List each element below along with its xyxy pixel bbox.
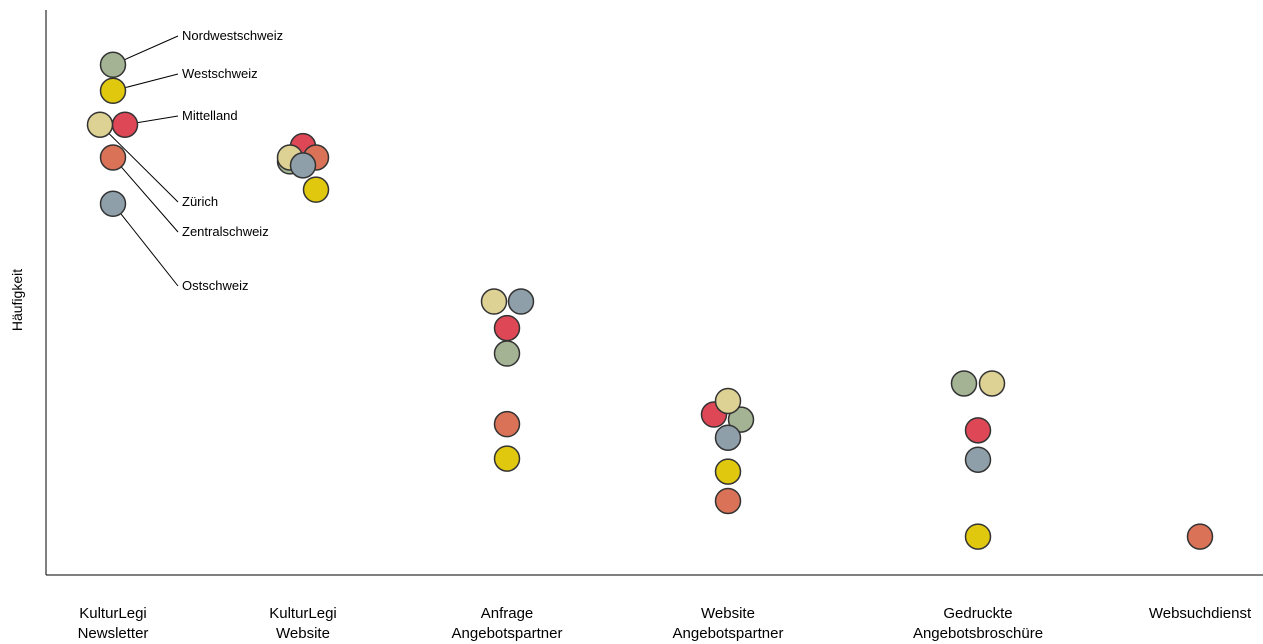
point-zentralschweiz-0 <box>99 144 127 171</box>
data-points <box>86 51 1214 550</box>
point-westschweiz-0 <box>99 77 127 105</box>
point-nordwestschweiz-3 <box>727 406 755 433</box>
point-ostschweiz-1 <box>289 152 317 179</box>
category-label-kulturlegi-newsletter: KulturLegi Newsletter <box>78 605 149 642</box>
point-ostschweiz-0 <box>99 190 127 218</box>
annotation-westschweiz: Westschweiz <box>182 66 258 81</box>
point-zuerich-4 <box>978 370 1006 397</box>
y-axis-label: Häufigkeit <box>9 269 25 331</box>
point-westschweiz-1 <box>302 176 330 203</box>
point-nordwestschweiz-4 <box>950 370 978 397</box>
point-zuerich-0 <box>86 111 114 138</box>
annotation-ostschweiz: Ostschweiz <box>182 278 248 293</box>
annotation-mittelland: Mittelland <box>182 108 238 123</box>
point-zentralschweiz-3 <box>714 487 742 515</box>
point-mittelland-4 <box>964 417 992 444</box>
point-zentralschweiz-5 <box>1186 523 1214 550</box>
point-nordwestschweiz-2 <box>493 340 521 367</box>
leader-zuerich <box>99 124 179 203</box>
point-zentralschweiz-2 <box>493 410 521 438</box>
category-label-anfrage-angebotspartner: Anfrage Angebotspartner <box>452 605 563 642</box>
category-label-gedruckte-angebotsbroschuere: Gedruckte Angebotsbroschüre <box>913 605 1043 642</box>
annotation-nordwestschweiz: Nordwestschweiz <box>182 28 283 43</box>
leader-ostschweiz <box>112 203 179 287</box>
annotation-labels: Nordwestschweiz Westschweiz Mittelland Züri… <box>182 28 283 293</box>
point-ostschweiz-2 <box>507 288 535 315</box>
annotation-zuerich: Zürich <box>182 194 218 209</box>
category-label-websuchdienst: Websuchdienst <box>1149 605 1252 622</box>
leader-zentralschweiz <box>112 157 179 233</box>
point-westschweiz-4 <box>964 523 992 550</box>
category-labels: KulturLegi Newsletter KulturLegi Website Anf… <box>78 605 1252 642</box>
category-label-kulturlegi-website: KulturLegi Website <box>269 605 337 642</box>
point-mittelland-0 <box>111 111 139 138</box>
point-westschweiz-3 <box>714 458 742 485</box>
annotation-zentralschweiz: Zentralschweiz <box>182 224 269 239</box>
point-mittelland-2 <box>493 314 521 342</box>
point-ostschweiz-3 <box>714 424 742 451</box>
point-westschweiz-2 <box>493 445 521 472</box>
point-zuerich-3 <box>714 387 742 415</box>
point-ostschweiz-4 <box>964 446 992 473</box>
point-zuerich-2 <box>480 288 508 315</box>
point-nordwestschweiz-0 <box>99 51 127 79</box>
category-label-website-angebotspartner: Website Angebotspartner <box>673 605 784 642</box>
